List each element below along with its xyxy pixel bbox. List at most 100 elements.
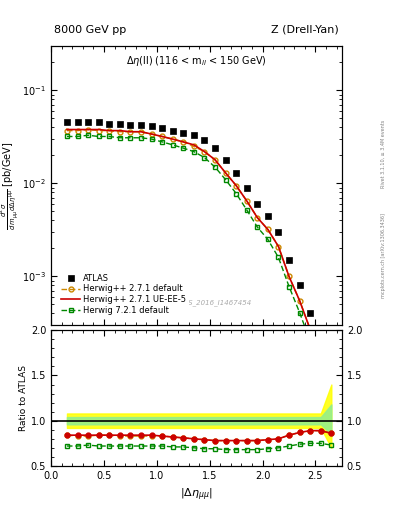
ATLAS	[266, 212, 270, 219]
Herwig 7.2.1 default	[128, 135, 133, 141]
Line: ATLAS: ATLAS	[64, 119, 334, 387]
Herwig++ 2.7.1 UE-EE-5	[86, 126, 90, 133]
Line: Herwig 7.2.1 default: Herwig 7.2.1 default	[64, 133, 334, 420]
Herwig++ 2.7.1 default	[128, 129, 133, 135]
Herwig++ 2.7.1 UE-EE-5	[266, 226, 270, 232]
ATLAS	[255, 201, 260, 207]
Herwig++ 2.7.1 default	[86, 126, 90, 133]
Y-axis label: Ratio to ATLAS: Ratio to ATLAS	[19, 365, 28, 431]
Herwig++ 2.7.1 UE-EE-5	[286, 273, 291, 280]
Herwig 7.2.1 default	[149, 136, 154, 142]
Herwig++ 2.7.1 default	[202, 148, 207, 155]
ATLAS	[128, 121, 133, 127]
Herwig 7.2.1 default	[255, 224, 260, 230]
Herwig++ 2.7.1 default	[223, 170, 228, 176]
ATLAS	[96, 119, 101, 125]
Herwig 7.2.1 default	[318, 372, 323, 378]
Herwig++ 2.7.1 default	[149, 131, 154, 137]
Herwig++ 2.7.1 default	[286, 273, 291, 280]
ATLAS	[297, 283, 302, 289]
ATLAS	[75, 119, 80, 125]
Herwig++ 2.7.1 UE-EE-5	[181, 139, 185, 145]
Herwig++ 2.7.1 UE-EE-5	[64, 126, 69, 133]
Herwig 7.2.1 default	[170, 142, 175, 148]
Herwig++ 2.7.1 UE-EE-5	[128, 129, 133, 135]
Text: mcplots.cern.ch [arXiv:1306.3436]: mcplots.cern.ch [arXiv:1306.3436]	[381, 214, 386, 298]
Line: Herwig++ 2.7.1 UE-EE-5: Herwig++ 2.7.1 UE-EE-5	[67, 130, 331, 407]
Herwig++ 2.7.1 UE-EE-5	[191, 142, 196, 148]
Herwig++ 2.7.1 UE-EE-5	[96, 126, 101, 133]
ATLAS	[318, 343, 323, 349]
Herwig++ 2.7.1 UE-EE-5	[329, 403, 334, 410]
ATLAS	[223, 157, 228, 163]
Herwig 7.2.1 default	[223, 177, 228, 183]
Herwig++ 2.7.1 default	[266, 226, 270, 232]
Herwig 7.2.1 default	[244, 207, 249, 213]
ATLAS	[118, 120, 122, 126]
Herwig 7.2.1 default	[286, 284, 291, 290]
Herwig++ 2.7.1 default	[276, 243, 281, 249]
Herwig 7.2.1 default	[160, 139, 165, 145]
Text: Rivet 3.1.10, ≥ 3.4M events: Rivet 3.1.10, ≥ 3.4M events	[381, 119, 386, 188]
ATLAS	[213, 145, 217, 151]
Herwig++ 2.7.1 UE-EE-5	[149, 131, 154, 137]
Herwig++ 2.7.1 default	[308, 326, 312, 332]
Herwig++ 2.7.1 default	[64, 127, 69, 134]
Herwig++ 2.7.1 UE-EE-5	[276, 243, 281, 249]
Herwig++ 2.7.1 UE-EE-5	[139, 129, 143, 135]
Herwig++ 2.7.1 UE-EE-5	[234, 182, 239, 188]
Text: ATLAS_2016_I1467454: ATLAS_2016_I1467454	[171, 300, 251, 306]
ATLAS	[276, 229, 281, 235]
Herwig 7.2.1 default	[191, 148, 196, 155]
Herwig++ 2.7.1 default	[329, 403, 334, 410]
ATLAS	[139, 121, 143, 127]
Herwig++ 2.7.1 default	[318, 359, 323, 365]
ATLAS	[308, 310, 312, 316]
Herwig++ 2.7.1 UE-EE-5	[255, 215, 260, 221]
Y-axis label: $\frac{d^2\sigma}{d\,m_{\mu\mu}\,d\Delta\eta^{\mu\mu}}$ [pb/GeV]: $\frac{d^2\sigma}{d\,m_{\mu\mu}\,d\Delta…	[0, 141, 21, 230]
ATLAS	[286, 257, 291, 263]
ATLAS	[234, 170, 239, 176]
Herwig++ 2.7.1 UE-EE-5	[202, 148, 207, 155]
ATLAS	[170, 127, 175, 134]
Herwig++ 2.7.1 default	[139, 129, 143, 135]
Herwig 7.2.1 default	[329, 415, 334, 421]
ATLAS	[86, 119, 90, 125]
X-axis label: |$\Delta\eta_{\mu\mu}$|: |$\Delta\eta_{\mu\mu}$|	[180, 486, 213, 503]
Herwig++ 2.7.1 default	[160, 134, 165, 140]
Herwig 7.2.1 default	[139, 135, 143, 141]
Herwig++ 2.7.1 UE-EE-5	[308, 326, 312, 332]
Herwig++ 2.7.1 default	[107, 127, 112, 134]
Line: Herwig++ 2.7.1 default: Herwig++ 2.7.1 default	[64, 127, 334, 409]
Herwig 7.2.1 default	[266, 237, 270, 243]
Herwig++ 2.7.1 UE-EE-5	[107, 127, 112, 134]
Herwig++ 2.7.1 default	[255, 215, 260, 221]
Herwig 7.2.1 default	[96, 134, 101, 140]
ATLAS	[202, 137, 207, 143]
ATLAS	[149, 123, 154, 130]
Text: Z (Drell-Yan): Z (Drell-Yan)	[271, 25, 339, 35]
Herwig++ 2.7.1 default	[297, 297, 302, 304]
Herwig++ 2.7.1 UE-EE-5	[118, 127, 122, 134]
Herwig++ 2.7.1 default	[244, 198, 249, 204]
Herwig 7.2.1 default	[118, 135, 122, 141]
Herwig 7.2.1 default	[276, 254, 281, 261]
Herwig 7.2.1 default	[64, 134, 69, 140]
Herwig++ 2.7.1 UE-EE-5	[75, 126, 80, 133]
ATLAS	[107, 120, 112, 126]
Herwig++ 2.7.1 UE-EE-5	[223, 170, 228, 176]
Herwig++ 2.7.1 default	[118, 129, 122, 135]
ATLAS	[64, 119, 69, 125]
Herwig++ 2.7.1 default	[181, 139, 185, 145]
Text: 8000 GeV pp: 8000 GeV pp	[54, 25, 126, 35]
Herwig++ 2.7.1 UE-EE-5	[170, 136, 175, 142]
Herwig++ 2.7.1 UE-EE-5	[297, 297, 302, 304]
Herwig++ 2.7.1 UE-EE-5	[244, 198, 249, 204]
Herwig++ 2.7.1 UE-EE-5	[318, 359, 323, 365]
ATLAS	[329, 381, 334, 387]
Herwig 7.2.1 default	[107, 134, 112, 140]
Herwig 7.2.1 default	[297, 309, 302, 315]
Herwig 7.2.1 default	[213, 164, 217, 170]
Herwig++ 2.7.1 default	[75, 127, 80, 134]
Herwig++ 2.7.1 default	[213, 157, 217, 163]
